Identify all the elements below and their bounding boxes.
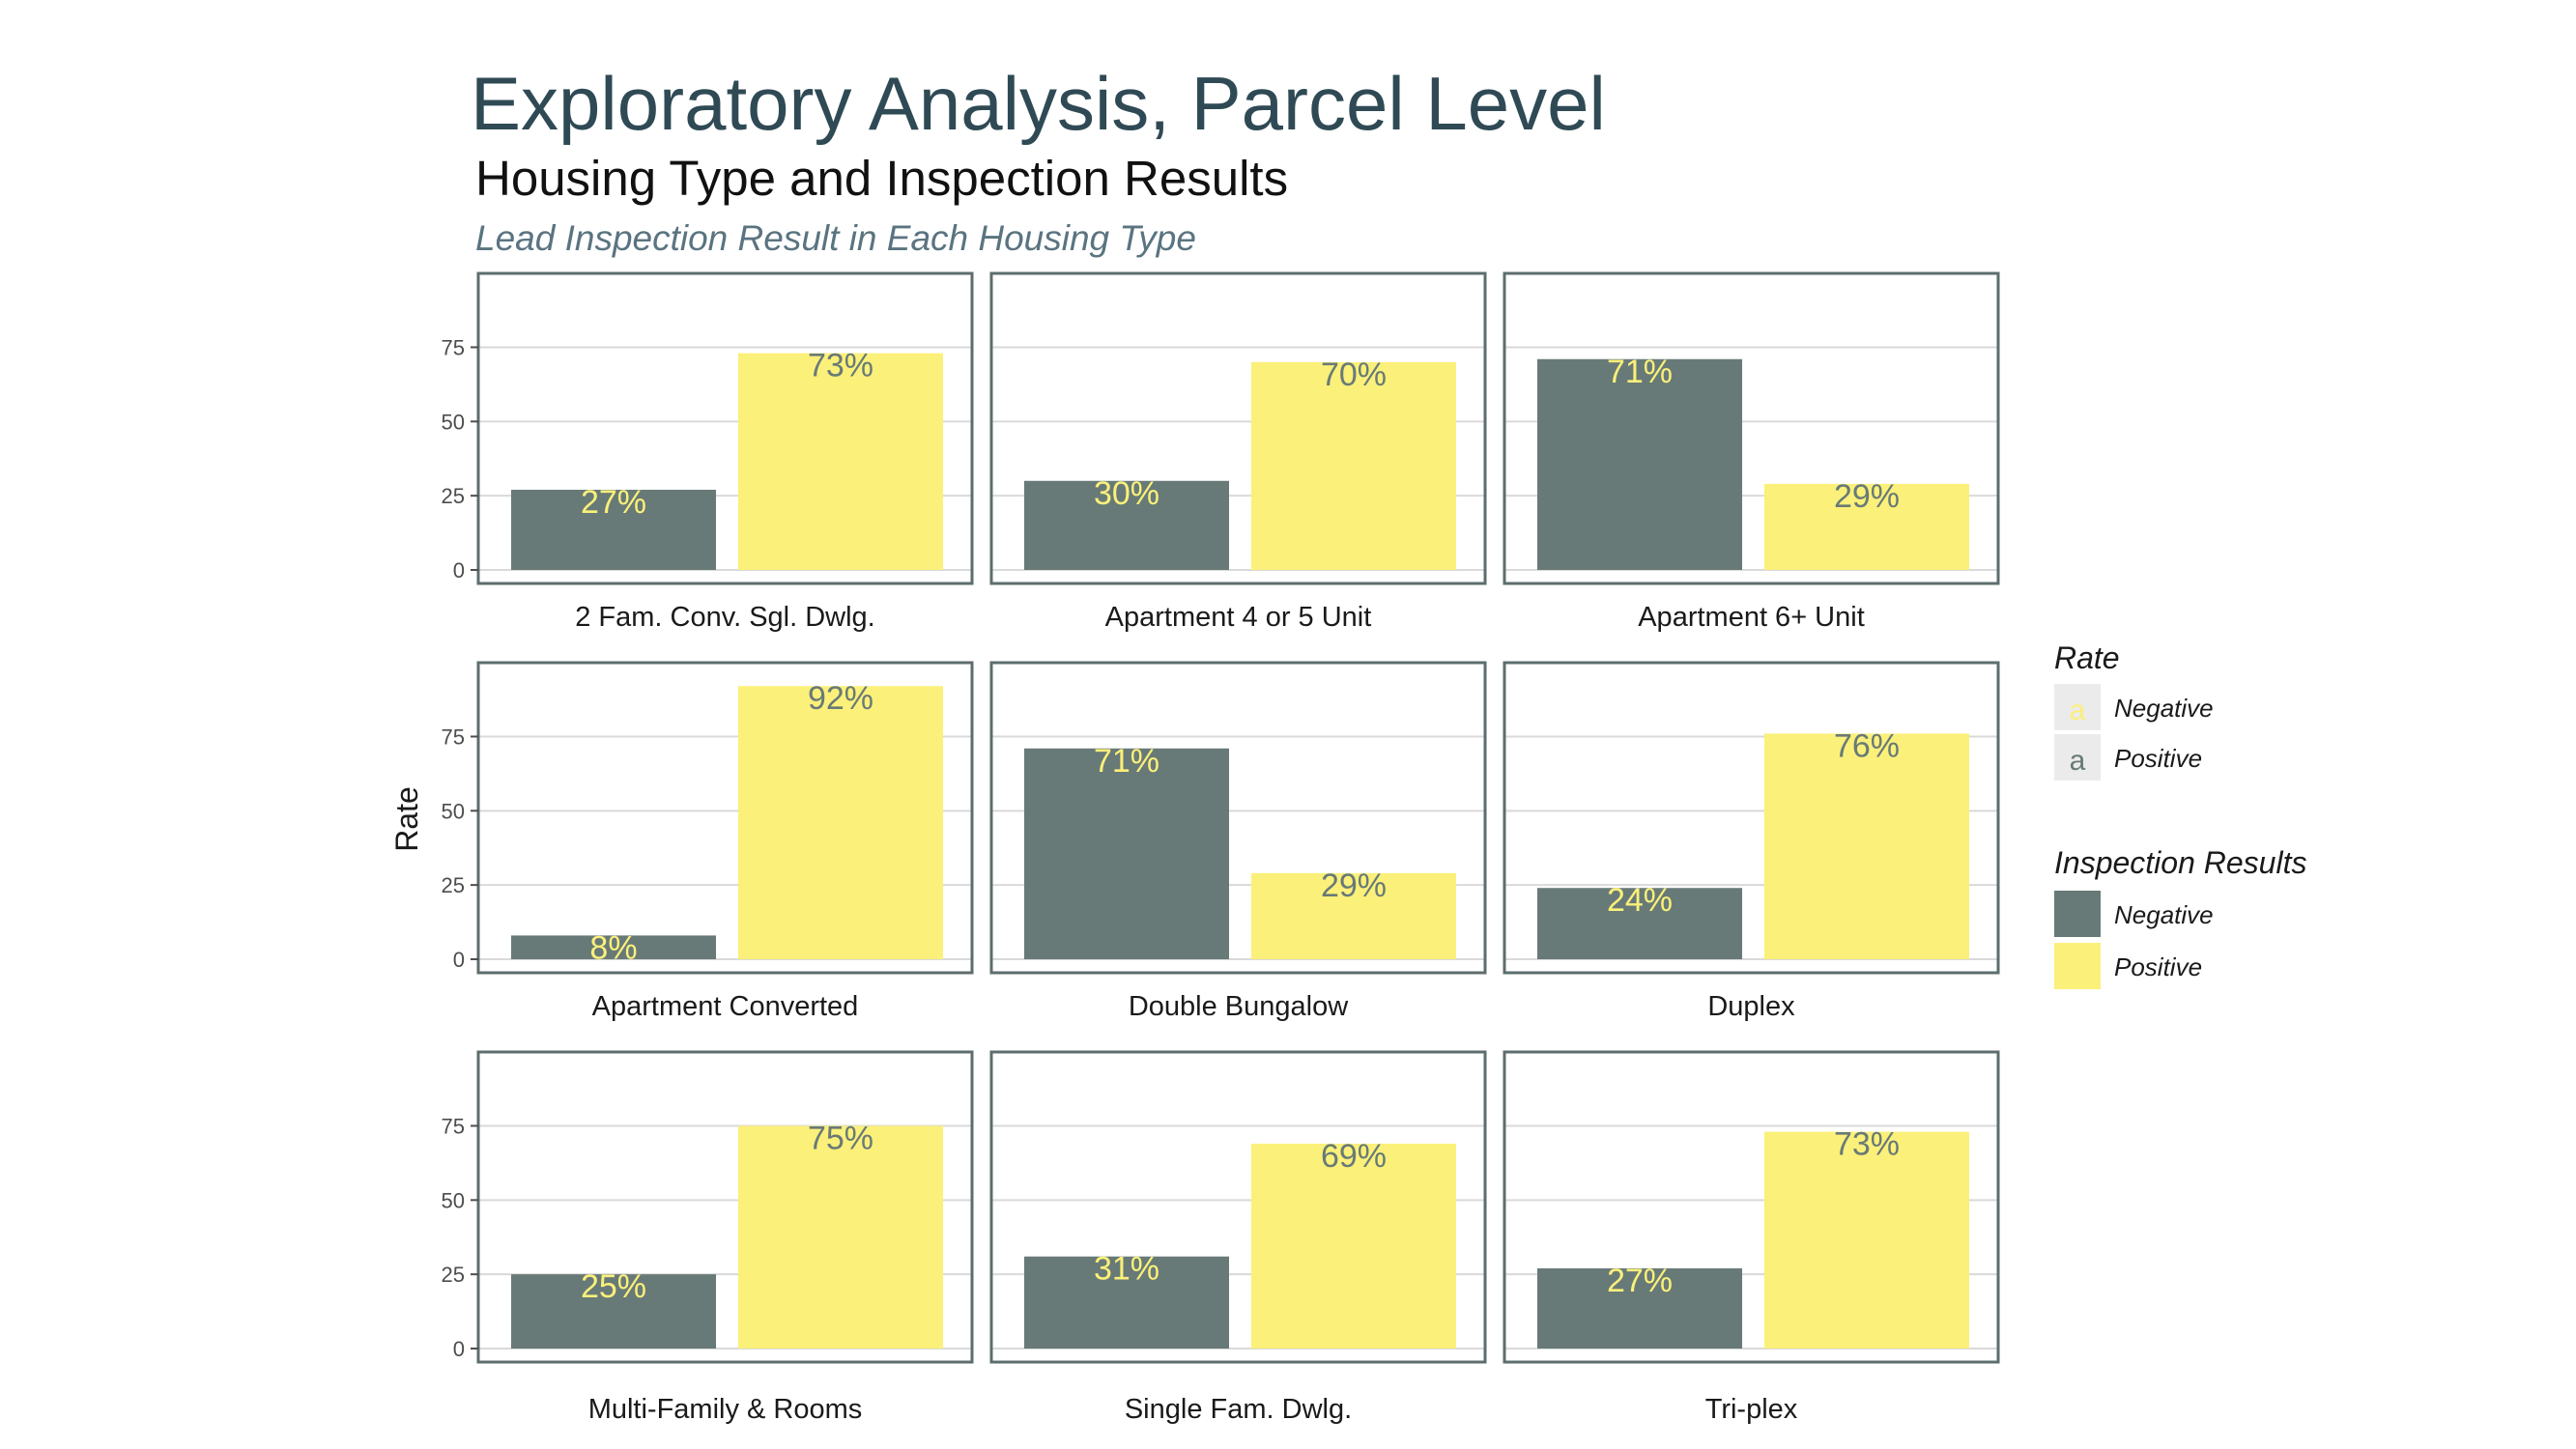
bar-positive	[1251, 1143, 1456, 1349]
bar-negative	[1024, 1256, 1229, 1349]
legend-label: Negative	[2114, 900, 2214, 929]
data-label: 73%	[808, 348, 873, 384]
facet-label: Duplex	[1707, 991, 1795, 1022]
facet-label: Single Fam. Dwlg.	[1125, 1394, 1352, 1425]
panel-frame	[1503, 1050, 2000, 1364]
data-label: 71%	[1094, 743, 1159, 780]
bar-negative	[1537, 1268, 1742, 1349]
data-label: 92%	[808, 680, 873, 717]
bar-positive	[1764, 1131, 1969, 1349]
data-label: 24%	[1607, 882, 1673, 919]
data-label: 27%	[581, 484, 646, 521]
panel-frame	[989, 271, 1487, 585]
y-tick-label: 25	[442, 1263, 465, 1287]
legend: Rate a Negative a Positive Inspection Results…	[2054, 640, 2306, 989]
facet-panels: 27% 73% 0 25 50 75 2 Fam. Conv. Sgl. Dwlg. 30% 7…	[442, 271, 2000, 1425]
legend-swatch-negative	[2054, 891, 2101, 937]
bar-negative	[1024, 480, 1229, 570]
y-tick-label: 0	[453, 1337, 465, 1361]
bar-negative	[511, 490, 716, 570]
panel-frame	[989, 661, 1487, 975]
data-label: 69%	[1321, 1138, 1387, 1175]
data-label: 31%	[1094, 1251, 1159, 1288]
facet-label: Apartment 6+ Unit	[1638, 602, 1865, 633]
facet-panel: 24% 76% Duplex	[1503, 661, 2000, 1022]
y-tick-label: 75	[442, 1114, 465, 1138]
y-tick-label: 50	[442, 410, 465, 434]
facet-label: Apartment 4 or 5 Unit	[1105, 602, 1372, 633]
legend-swatch-positive	[2054, 943, 2101, 989]
facet-label: Multi-Family & Rooms	[588, 1394, 863, 1425]
data-label: 29%	[1321, 867, 1387, 904]
bar-negative	[1024, 748, 1229, 959]
y-tick-label: 50	[442, 799, 465, 823]
bar-positive	[1251, 872, 1456, 959]
legend-title-results: Inspection Results	[2054, 845, 2306, 880]
y-tick-label: 25	[442, 873, 465, 897]
legend-label: Positive	[2114, 952, 2202, 981]
legend-key-glyph: a	[2070, 695, 2086, 726]
legend-key	[2054, 684, 2101, 730]
y-axis-title-group: Rate	[389, 786, 424, 852]
y-tick-label: 25	[442, 484, 465, 508]
panel-frame	[989, 1050, 1487, 1364]
data-label: 71%	[1607, 354, 1673, 390]
legend-key	[2054, 734, 2101, 781]
panel-frame	[476, 661, 974, 975]
facet-panel: 31% 69% Single Fam. Dwlg.	[989, 1050, 1487, 1425]
chart-title: Housing Type and Inspection Results	[475, 151, 1289, 206]
data-label: 70%	[1321, 356, 1387, 393]
bar-positive	[1764, 733, 1969, 959]
data-label: 25%	[581, 1268, 646, 1305]
y-tick-label: 75	[442, 724, 465, 749]
data-label: 75%	[808, 1120, 873, 1156]
data-label: 27%	[1607, 1263, 1673, 1299]
data-label: 8%	[589, 929, 637, 966]
facet-panel: 30% 70% Apartment 4 or 5 Unit	[989, 271, 1487, 633]
bar-negative	[1537, 888, 1742, 959]
panel-frame	[1503, 661, 2000, 975]
bar-positive	[1764, 483, 1969, 570]
bar-negative	[511, 1274, 716, 1349]
data-label: 29%	[1834, 478, 1900, 515]
bar-negative	[511, 935, 716, 959]
facet-label: Tri-plex	[1705, 1394, 1798, 1425]
y-tick-label: 0	[453, 948, 465, 972]
facet-label: Double Bungalow	[1129, 991, 1349, 1022]
legend-label: Positive	[2114, 744, 2202, 773]
facet-panel: 27% 73% 0 25 50 75 2 Fam. Conv. Sgl. Dwlg.	[442, 271, 974, 633]
chart-subtitle: Lead Inspection Result in Each Housing T…	[475, 218, 1196, 258]
panel-frame	[476, 1050, 974, 1364]
y-tick-label: 50	[442, 1188, 465, 1212]
data-label: 73%	[1834, 1126, 1900, 1163]
facet-label: Apartment Converted	[592, 991, 859, 1022]
y-axis-title: Rate	[389, 786, 424, 852]
panel-frame	[1503, 271, 2000, 585]
bar-positive	[738, 1125, 943, 1349]
data-label: 76%	[1834, 727, 1900, 764]
bar-negative	[1537, 358, 1742, 570]
bar-positive	[1251, 361, 1456, 570]
facet-panel: 25% 75% 0 25 50 75 Multi-Family & Rooms	[442, 1050, 974, 1425]
facet-label: 2 Fam. Conv. Sgl. Dwlg.	[575, 602, 875, 633]
slide-title: Exploratory Analysis, Parcel Level	[471, 61, 1606, 146]
panel-frame	[476, 271, 974, 585]
legend-label: Negative	[2114, 694, 2214, 723]
facet-panel: 27% 73% Tri-plex	[1503, 1050, 2000, 1425]
facet-panel: 8% 92% 0 25 50 75 Apartment Converted	[442, 661, 974, 1022]
facet-panel: 71% 29% Double Bungalow	[989, 661, 1487, 1022]
bar-positive	[738, 353, 943, 570]
facet-panel: 71% 29% Apartment 6+ Unit	[1503, 271, 2000, 633]
data-label: 30%	[1094, 475, 1159, 512]
legend-key-glyph: a	[2070, 745, 2086, 777]
legend-title-rate: Rate	[2054, 640, 2120, 675]
bar-positive	[738, 686, 943, 959]
y-tick-label: 0	[453, 558, 465, 582]
y-tick-label: 75	[442, 335, 465, 359]
